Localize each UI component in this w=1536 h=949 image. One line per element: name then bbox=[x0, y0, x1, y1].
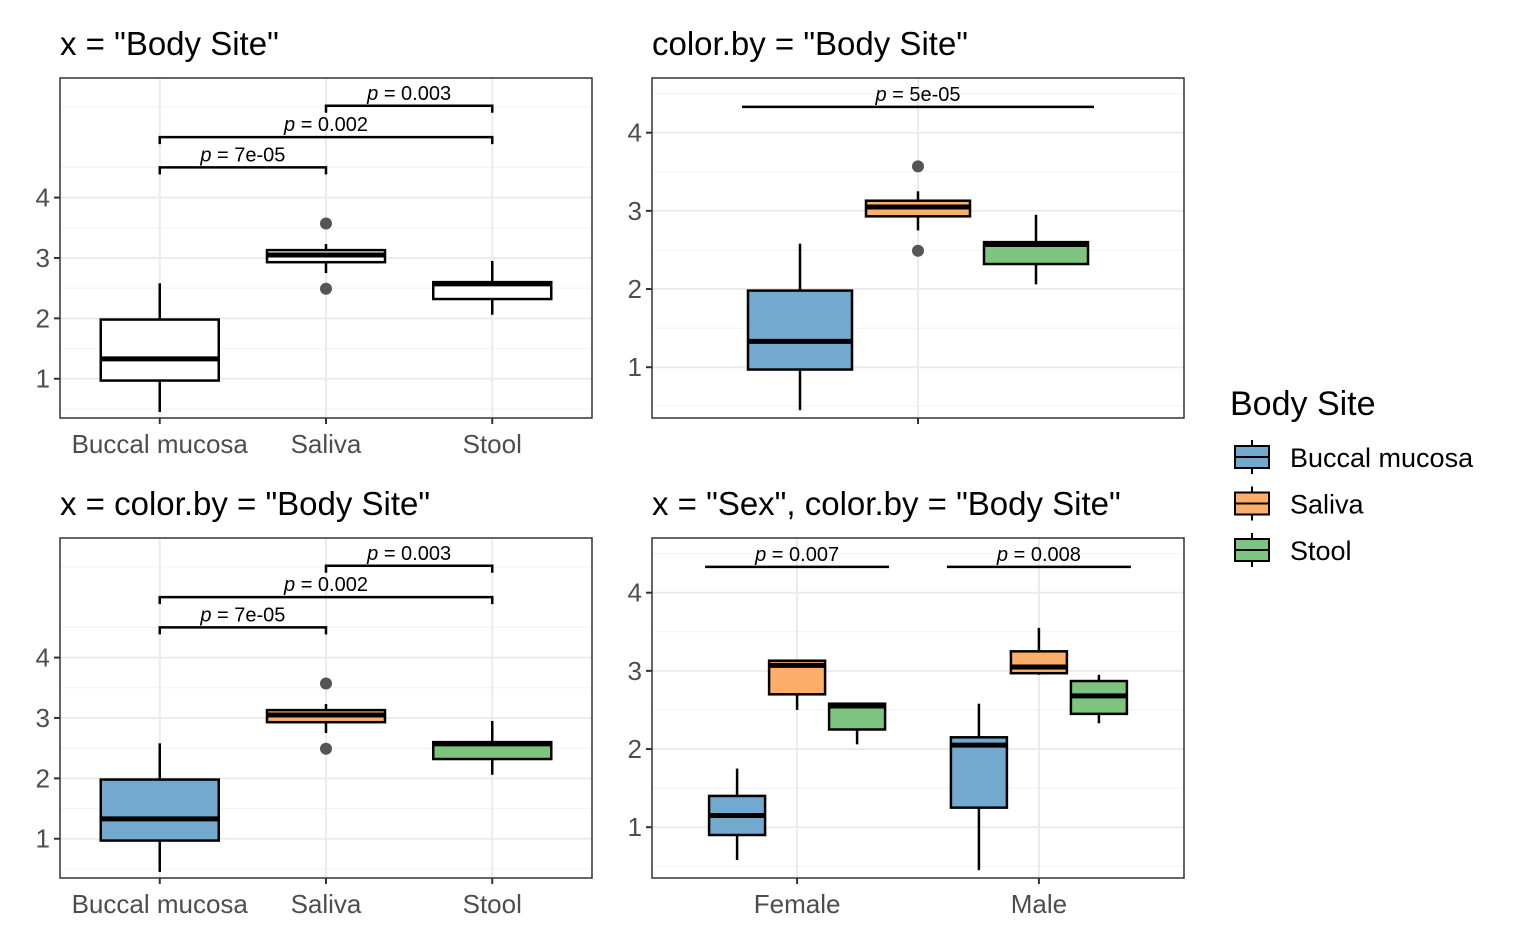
comparison: p = 0.003 bbox=[324, 83, 494, 113]
outlier-point bbox=[320, 217, 332, 230]
box-stool bbox=[432, 260, 553, 315]
p-value-label: p = 0.002 bbox=[283, 114, 368, 136]
legend-title: Body Site bbox=[1230, 385, 1376, 423]
panel-body-site-color: color.by = "Body Site" 1 2 3 4 p = 5e-05 bbox=[628, 25, 1185, 424]
box-buccal-mucosa bbox=[99, 743, 220, 872]
box-saliva bbox=[1009, 627, 1069, 675]
x-tick-label: Stool bbox=[463, 889, 522, 919]
panel-title: x = "Body Site" bbox=[60, 25, 279, 62]
box-iqr bbox=[99, 318, 220, 382]
box-buccal-mucosa bbox=[746, 243, 854, 411]
y-tick-label: 4 bbox=[36, 643, 50, 673]
legend-label: Buccal mucosa bbox=[1290, 443, 1474, 473]
box-saliva bbox=[265, 217, 387, 295]
p-value-label: p = 0.003 bbox=[366, 543, 451, 565]
y-tick-label: 2 bbox=[36, 763, 50, 793]
outlier-point bbox=[320, 677, 332, 690]
outlier-point bbox=[912, 244, 924, 257]
comparison: p = 0.002 bbox=[158, 574, 494, 605]
y-tick-label: 1 bbox=[628, 352, 642, 382]
comparison: p = 0.007 bbox=[705, 544, 890, 569]
comparison-bracket bbox=[158, 626, 328, 635]
outlier-point bbox=[320, 282, 332, 295]
y-tick-label: 1 bbox=[628, 812, 642, 842]
panel-title: x = color.by = "Body Site" bbox=[60, 485, 430, 522]
box-saliva bbox=[864, 160, 972, 257]
x-tick-label: Stool bbox=[463, 429, 522, 459]
outlier-point bbox=[320, 742, 332, 755]
box-iqr bbox=[99, 778, 220, 842]
box-stool bbox=[827, 702, 887, 745]
comparison: p = 5e-05 bbox=[742, 84, 1094, 109]
box-iqr bbox=[949, 736, 1009, 809]
p-value-label: p = 0.002 bbox=[283, 574, 368, 596]
comparison-bracket bbox=[158, 166, 328, 175]
comparison-bracket bbox=[158, 595, 494, 605]
legend-label: Stool bbox=[1290, 536, 1352, 566]
comparison: p = 0.003 bbox=[324, 543, 494, 573]
p-value-label: p = 0.008 bbox=[996, 544, 1081, 566]
y-tick-label: 3 bbox=[628, 196, 642, 226]
comparison: p = 0.002 bbox=[158, 114, 494, 145]
box-stool bbox=[982, 214, 1090, 285]
comparison-bracket bbox=[324, 564, 494, 573]
y-tick-label: 4 bbox=[628, 578, 642, 608]
comparison: p = 7e-05 bbox=[158, 144, 328, 175]
comparison-bracket bbox=[158, 135, 494, 145]
y-tick-label: 2 bbox=[628, 734, 642, 764]
p-value-label: p = 0.007 bbox=[754, 544, 839, 566]
legend-label: Saliva bbox=[1290, 490, 1365, 520]
y-tick-label: 2 bbox=[628, 274, 642, 304]
y-tick-label: 3 bbox=[36, 243, 50, 273]
x-tick-label: Female bbox=[754, 889, 841, 919]
box-saliva bbox=[767, 659, 827, 710]
y-tick-label: 1 bbox=[36, 824, 50, 854]
outlier-point bbox=[912, 160, 924, 173]
p-value-label: p = 5e-05 bbox=[874, 84, 960, 106]
x-tick-label: Buccal mucosa bbox=[72, 429, 249, 459]
p-value-label: p = 0.003 bbox=[366, 83, 451, 105]
box-stool bbox=[1069, 674, 1129, 724]
legend-item-saliva: Saliva bbox=[1234, 486, 1365, 521]
comparison: p = 0.008 bbox=[946, 544, 1131, 569]
panel-body-site-x: x = "Body Site" 1 2 3 4 Buccal mucosa Saliva S… bbox=[36, 25, 593, 459]
panel-title: x = "Sex", color.by = "Body Site" bbox=[652, 485, 1121, 522]
y-tick-label: 4 bbox=[36, 183, 50, 213]
panel-sex-color: x = "Sex", color.by = "Body Site" 1 2 3 4 Fe… bbox=[628, 485, 1185, 919]
x-tick-label: Buccal mucosa bbox=[72, 889, 249, 919]
legend: Body Site Buccal mucosa Saliva Stool bbox=[1230, 385, 1474, 567]
panel-border bbox=[59, 77, 593, 419]
box-saliva bbox=[265, 677, 387, 755]
y-tick-label: 4 bbox=[628, 118, 642, 148]
panel-border bbox=[59, 537, 593, 879]
comparison-bracket bbox=[324, 104, 494, 113]
comparison: p = 7e-05 bbox=[158, 604, 328, 635]
box-buccal-mucosa bbox=[949, 703, 1009, 871]
box-buccal-mucosa bbox=[99, 283, 220, 412]
panel-body-site-x-color: x = color.by = "Body Site" 1 2 3 4 Buccal mu… bbox=[36, 485, 593, 919]
box-iqr bbox=[1009, 650, 1069, 675]
x-tick-label: Saliva bbox=[291, 429, 362, 459]
box-stool bbox=[432, 720, 553, 775]
y-tick-label: 1 bbox=[36, 364, 50, 394]
legend-item-stool: Stool bbox=[1234, 533, 1352, 567]
y-tick-label: 2 bbox=[36, 303, 50, 333]
box-iqr bbox=[746, 289, 854, 371]
panel-border bbox=[651, 77, 1185, 419]
legend-item-buccal-mucosa: Buccal mucosa bbox=[1234, 440, 1474, 474]
p-value-label: p = 7e-05 bbox=[199, 144, 285, 166]
box-buccal-mucosa bbox=[707, 768, 767, 861]
y-tick-label: 3 bbox=[36, 703, 50, 733]
x-tick-label: Saliva bbox=[291, 889, 362, 919]
panel-title: color.by = "Body Site" bbox=[652, 25, 968, 62]
x-tick-label: Male bbox=[1011, 889, 1067, 919]
y-tick-label: 3 bbox=[628, 656, 642, 686]
panel-border bbox=[651, 537, 1185, 879]
p-value-label: p = 7e-05 bbox=[199, 604, 285, 626]
